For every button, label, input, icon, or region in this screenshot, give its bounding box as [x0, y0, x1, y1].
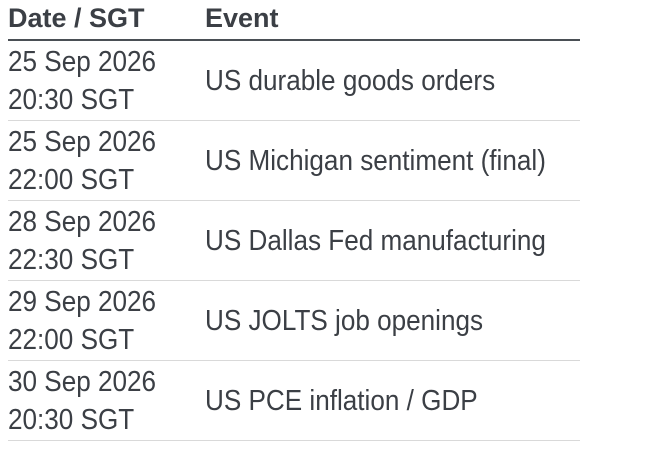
event-calendar-table: Date / SGT Event 25 Sep 2026 20:30 SGT U… — [8, 0, 580, 441]
table-row: 28 Sep 2026 22:30 SGT US Dallas Fed manu… — [8, 201, 580, 281]
table-row: 29 Sep 2026 22:00 SGT US JOLTS job openi… — [8, 281, 580, 361]
column-header-event: Event — [205, 3, 580, 33]
date-cell: 25 Sep 2026 20:30 SGT — [8, 43, 205, 119]
date-text: 29 Sep 2026 — [8, 285, 157, 318]
time-text: 20:30 SGT — [8, 83, 135, 116]
event-cell: US durable goods orders — [205, 62, 580, 100]
event-cell: US JOLTS job openings — [205, 302, 580, 340]
date-cell: 30 Sep 2026 20:30 SGT — [8, 363, 205, 439]
event-text: US PCE inflation / GDP — [205, 384, 478, 417]
date-cell: 25 Sep 2026 22:00 SGT — [8, 123, 205, 199]
date-text: 28 Sep 2026 — [8, 205, 157, 238]
table-row: 25 Sep 2026 20:30 SGT US durable goods o… — [8, 41, 580, 121]
time-text: 22:30 SGT — [8, 243, 135, 276]
event-header-label: Event — [205, 3, 279, 33]
date-cell: 29 Sep 2026 22:00 SGT — [8, 283, 205, 359]
date-cell: 28 Sep 2026 22:30 SGT — [8, 203, 205, 279]
event-text: US Michigan sentiment (final) — [205, 144, 546, 177]
table-header-row: Date / SGT Event — [8, 0, 580, 41]
event-text: US durable goods orders — [205, 64, 496, 97]
event-text: US Dallas Fed manufacturing — [205, 224, 546, 257]
table-row: 25 Sep 2026 22:00 SGT US Michigan sentim… — [8, 121, 580, 201]
column-header-date: Date / SGT — [8, 3, 205, 33]
event-cell: US Dallas Fed manufacturing — [205, 222, 584, 260]
event-cell: US Michigan sentiment (final) — [205, 142, 584, 180]
time-text: 22:00 SGT — [8, 163, 135, 196]
event-cell: US PCE inflation / GDP — [205, 382, 580, 420]
event-text: US JOLTS job openings — [205, 304, 484, 337]
time-text: 20:30 SGT — [8, 403, 135, 436]
date-text: 25 Sep 2026 — [8, 125, 157, 158]
table-row: 30 Sep 2026 20:30 SGT US PCE inflation /… — [8, 361, 580, 441]
date-header-label: Date / SGT — [8, 3, 145, 33]
date-text: 25 Sep 2026 — [8, 45, 157, 78]
time-text: 22:00 SGT — [8, 323, 135, 356]
date-text: 30 Sep 2026 — [8, 365, 157, 398]
